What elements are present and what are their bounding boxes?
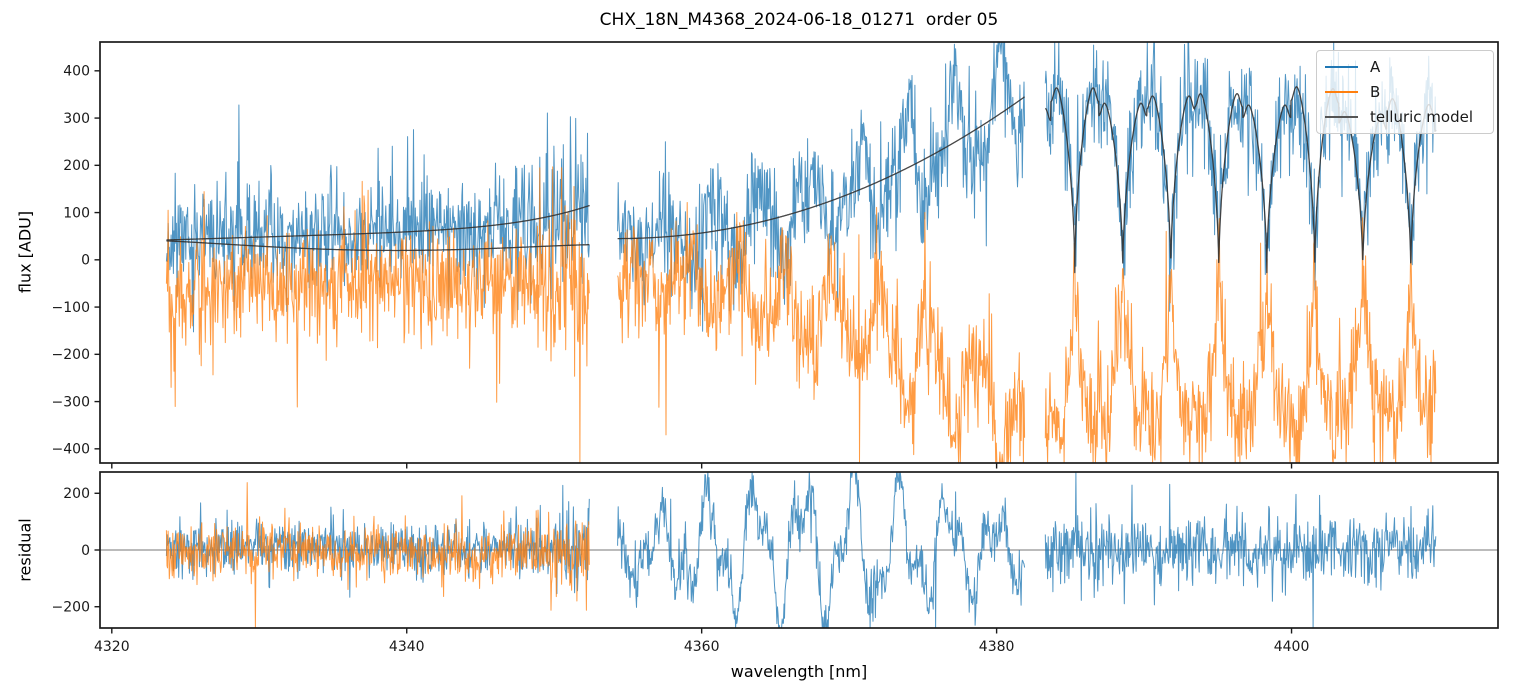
y-tick-label: 0 — [81, 253, 90, 269]
bottom-axes: 200 0 −200 4320 4340 4360 4380 4400 — [52, 486, 1310, 655]
legend-label-telluric: telluric model — [1370, 108, 1474, 126]
y-tick-label: 300 — [63, 111, 90, 127]
y-tick-label: 200 — [63, 486, 90, 502]
y-tick-label: 200 — [63, 158, 90, 174]
legend: A B telluric model — [1316, 50, 1494, 134]
axes-frame — [99, 41, 1499, 464]
legend-line-a-icon — [1325, 66, 1358, 68]
wavelength-axis-label: wavelength [nm] — [730, 662, 868, 681]
y-tick-label: 400 — [63, 64, 90, 80]
x-tick-label: 4320 — [94, 639, 130, 655]
legend-item-b: B — [1325, 83, 1483, 101]
y-tick-label: −300 — [52, 394, 90, 410]
telluric-model-trace — [1044, 86, 1437, 274]
residual-A-trace — [1044, 472, 1437, 629]
x-tick-label: 4400 — [1274, 639, 1310, 655]
y-tick-label: −200 — [52, 347, 90, 363]
legend-line-b-icon — [1325, 91, 1358, 93]
series-B-trace — [1044, 217, 1437, 464]
x-tick-label: 4380 — [979, 639, 1015, 655]
plot-title: CHX_18N_M4368_2024-06-18_01271 order 05 — [599, 10, 999, 30]
legend-label-a: A — [1370, 58, 1381, 76]
legend-label-b: B — [1370, 83, 1381, 101]
y-tick-label: −400 — [52, 442, 90, 458]
telluric-model-trace — [166, 204, 590, 241]
residual-B-trace — [165, 482, 590, 629]
legend-line-telluric-icon — [1325, 116, 1358, 118]
flux-axis-label: flux [ADU] — [15, 210, 35, 294]
legend-item-a: A — [1325, 58, 1483, 76]
top-axes: 400 300 200 100 0 −100 −200 −300 −400 — [52, 64, 1293, 469]
series-A-trace — [1044, 41, 1437, 312]
x-tick-label: 4360 — [684, 639, 720, 655]
series-A-trace — [617, 41, 1026, 332]
series-B-trace — [617, 202, 1026, 464]
series-B-trace — [165, 166, 590, 464]
legend-item-telluric: telluric model — [1325, 108, 1483, 126]
y-tick-label: 100 — [63, 205, 90, 221]
telluric-model-trace — [166, 240, 590, 252]
y-tick-label: 0 — [81, 543, 90, 559]
y-tick-label: −100 — [52, 300, 90, 316]
residual-A-trace — [617, 471, 1026, 629]
residual-axis-label: residual — [15, 518, 35, 582]
x-tick-label: 4340 — [389, 639, 425, 655]
telluric-model-trace — [617, 96, 1025, 240]
series-A-trace — [165, 104, 590, 333]
y-tick-label: −200 — [52, 600, 90, 616]
